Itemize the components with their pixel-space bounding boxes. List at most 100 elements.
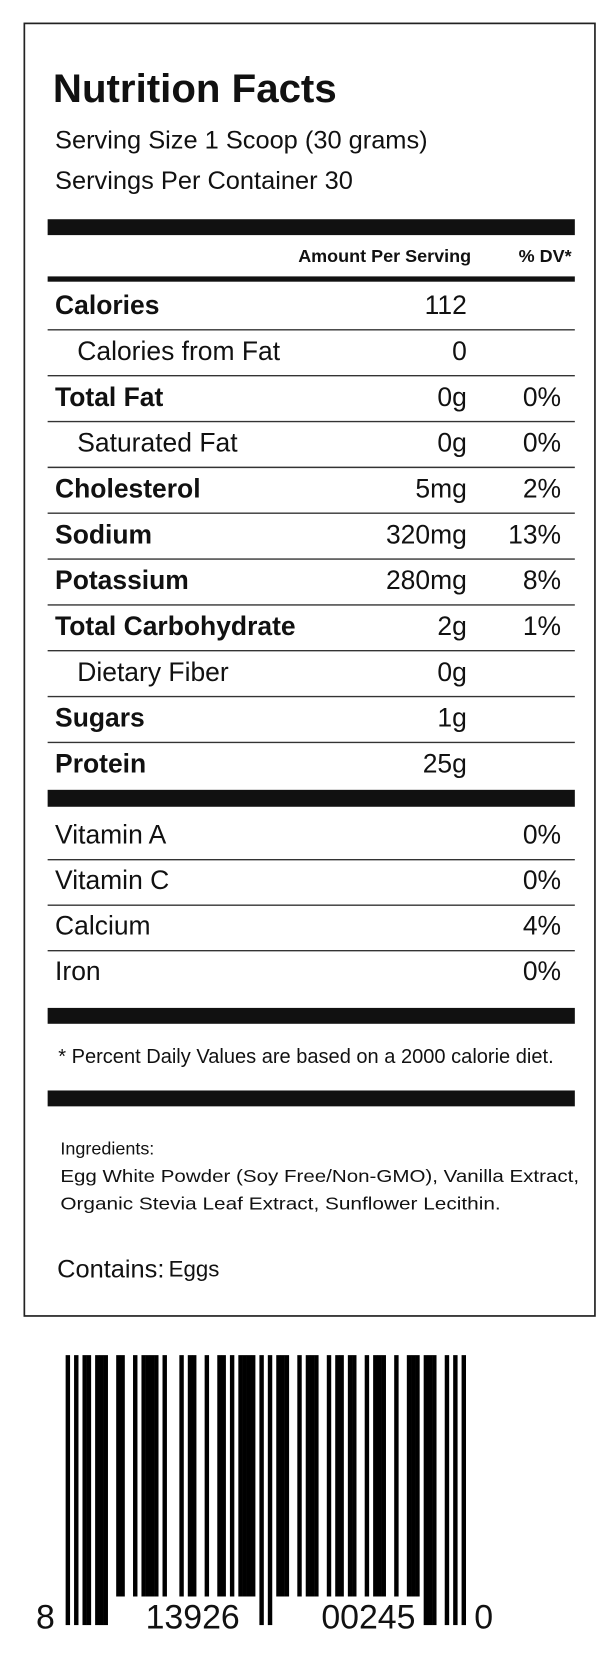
nutrient-label: Calories from Fat (77, 336, 281, 366)
barcode-bar (377, 1355, 382, 1597)
barcode-bar (141, 1355, 146, 1597)
nutrient-dv: 2% (523, 473, 561, 503)
barcode-bar (276, 1355, 281, 1597)
nutrient-amount: 0g (437, 382, 466, 412)
barcode-bar (154, 1355, 159, 1597)
nutrient-amount: 2g (437, 611, 466, 641)
nutrient-label: Total Fat (55, 382, 163, 412)
barcode-bar (326, 1355, 332, 1597)
barcode-bar (381, 1355, 386, 1597)
amount-header: Amount Per Serving (298, 246, 471, 266)
barcode-bar (246, 1355, 252, 1597)
barcode-bar (415, 1355, 420, 1597)
ingredients-label: Ingredients: (60, 1139, 154, 1159)
barcode-bar (259, 1355, 264, 1626)
contains-value: Eggs (169, 1256, 220, 1281)
barcode-digit: 0 (474, 1599, 493, 1637)
title: Nutrition Facts (53, 66, 337, 111)
barcode-bar (229, 1355, 235, 1597)
barcode-bar (65, 1355, 71, 1626)
barcode-bar (335, 1355, 340, 1597)
thick-rule (47, 789, 575, 807)
vitamin-label: Vitamin C (55, 865, 169, 895)
barcode-bar (411, 1355, 416, 1597)
nutrient-dv: 0% (523, 428, 561, 458)
vitamin-label: Iron (55, 956, 101, 986)
nutrient-label: Cholesterol (55, 473, 201, 503)
vitamin-dv: 0% (523, 956, 561, 986)
barcode-bar (432, 1355, 437, 1626)
barcode-bar (149, 1355, 155, 1597)
barcode-bar (453, 1355, 458, 1626)
barcode-bar (86, 1355, 92, 1626)
nutrient-amount: 0g (437, 428, 466, 458)
barcode-bar (116, 1355, 121, 1597)
barcode-bar (192, 1355, 197, 1597)
contains: Contains: Eggs (57, 1255, 219, 1283)
barcode-bar (179, 1355, 184, 1597)
barcode-bar (145, 1355, 151, 1597)
barcode-bar (309, 1355, 315, 1597)
ingredients-line: Organic Stevia Leaf Extract, Sunflower L… (60, 1194, 500, 1214)
nutrient-amount: 280mg (386, 565, 467, 595)
barcode-bar (305, 1355, 311, 1597)
barcode-bar (352, 1355, 357, 1597)
barcode-bar (427, 1355, 433, 1626)
barcode-bar (444, 1355, 450, 1626)
barcode-bar (394, 1355, 399, 1597)
barcode-bar (162, 1355, 167, 1597)
nutrient-label: Potassium (55, 565, 189, 595)
nutrient-dv: 13% (508, 519, 561, 549)
barcode-bar (82, 1355, 87, 1626)
ingredients-line: Egg White Powder (Soy Free/Non-GMO), Van… (60, 1166, 579, 1186)
barcode-bar (406, 1355, 412, 1597)
barcode-bar (242, 1355, 247, 1597)
barcode-bar (284, 1355, 290, 1597)
nutrient-amount: 5mg (415, 473, 466, 503)
nutrient-amount: 112 (425, 290, 467, 320)
vitamin-label: Calcium (55, 910, 151, 940)
nutrient-label: Sugars (55, 703, 145, 733)
nutrient-amount: 25g (423, 748, 467, 778)
barcode-digit: 8 (36, 1599, 55, 1637)
nutrient-amount: 1g (437, 703, 466, 733)
barcode-bar (217, 1355, 222, 1597)
barcode-bar (99, 1355, 104, 1626)
barcode-bar (347, 1355, 353, 1597)
barcode-bar (133, 1355, 138, 1597)
vitamin-label: Vitamin A (55, 819, 167, 849)
barcode-bar (187, 1355, 193, 1597)
barcode-bar (120, 1355, 125, 1597)
nutrient-dv: 1% (523, 611, 561, 641)
barcode-bar (204, 1355, 210, 1597)
nutrient-label: Dietary Fiber (77, 657, 229, 687)
thick-rule (47, 219, 575, 236)
nutrient-dv: 8% (523, 565, 561, 595)
vitamin-dv: 4% (523, 910, 561, 940)
barcode (65, 1355, 467, 1626)
barcode-bar (364, 1355, 370, 1597)
servings-per-container: Servings Per Container 30 (55, 167, 353, 195)
barcode-bar (461, 1355, 467, 1626)
barcode-digits: 13926 (146, 1599, 240, 1637)
medium-rule (47, 276, 575, 282)
barcode-bar (373, 1355, 378, 1597)
nutrient-label: Saturated Fat (77, 428, 238, 458)
nutrient-dv: 0% (523, 382, 561, 412)
vitamin-dv: 0% (523, 819, 561, 849)
nutrient-amount: 0 (452, 336, 467, 366)
serving-size: Serving Size 1 Scoop (30 grams) (55, 127, 428, 155)
barcode-bar (339, 1355, 344, 1597)
barcode-bar (250, 1355, 256, 1597)
dv-header: % DV* (519, 246, 572, 266)
barcode-bar (267, 1355, 273, 1626)
barcode-bar (74, 1355, 79, 1626)
barcode-bar (297, 1355, 302, 1597)
nutrient-label: Protein (55, 748, 146, 778)
barcode-bar (423, 1355, 429, 1626)
barcode-digits: 00245 (321, 1599, 415, 1637)
contains-label: Contains: (57, 1255, 164, 1283)
nutrient-amount: 0g (437, 657, 466, 687)
